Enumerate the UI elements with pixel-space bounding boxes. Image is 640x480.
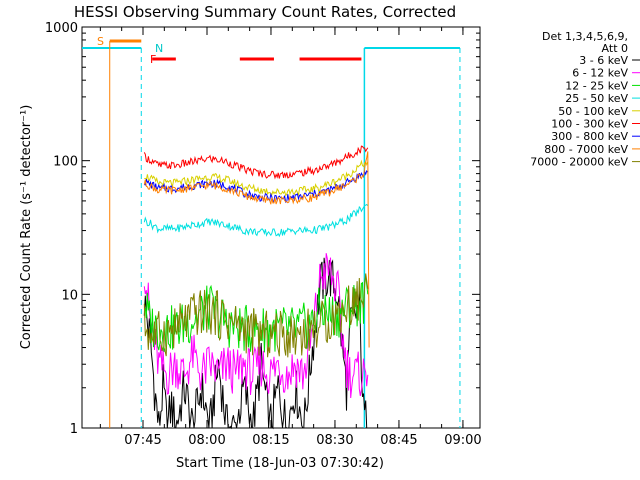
series-line-50-100-kev bbox=[144, 159, 369, 197]
series-line-800-7000-kev bbox=[143, 151, 370, 348]
x-tick-label: 07:45 bbox=[124, 433, 161, 448]
legend-entry-label: 50 - 100 keV bbox=[558, 105, 628, 118]
legend-entry-label: 7000 - 20000 keV bbox=[530, 156, 628, 169]
legend-entry-label: 3 - 6 keV bbox=[579, 54, 628, 67]
series-line-25-50-kev bbox=[143, 203, 369, 238]
plot-frame bbox=[81, 26, 481, 429]
series-line-300-800-kev bbox=[144, 169, 369, 204]
y-tick-label: 10 bbox=[61, 288, 78, 303]
series-line-3-6-kev bbox=[143, 257, 368, 430]
night-label: N bbox=[155, 42, 163, 55]
saa-label: S bbox=[97, 35, 104, 48]
series-line-6-12-kev bbox=[143, 253, 369, 399]
y-axis-label: Corrected Count Rate (s⁻¹ detector⁻¹) bbox=[19, 105, 34, 350]
x-tick-label: 08:45 bbox=[380, 433, 417, 448]
legend-header-line2: Att 0 bbox=[602, 42, 628, 55]
legend-entry-label: 25 - 50 keV bbox=[565, 92, 628, 105]
legend-entry-label: 800 - 7000 keV bbox=[544, 143, 628, 156]
x-tick-label: 08:30 bbox=[316, 433, 353, 448]
series-line-7000-20000-kev bbox=[143, 273, 369, 358]
legend-entry-label: 300 - 800 keV bbox=[551, 130, 628, 143]
flare-label: F bbox=[150, 53, 156, 66]
y-ticks: 1 10 100 1000 bbox=[45, 21, 480, 437]
chart-title: HESSI Observing Summary Count Rates, Cor… bbox=[74, 3, 456, 21]
x-tick-label: 08:15 bbox=[252, 433, 289, 448]
legend-entry-label: 12 - 25 keV bbox=[565, 79, 628, 92]
y-tick-label: 1000 bbox=[45, 21, 78, 36]
x-axis-label: Start Time (18-Jun-03 07:30:42) bbox=[176, 456, 384, 471]
y-tick-label: 100 bbox=[53, 155, 78, 170]
x-ticks: 07:45 08:00 08:15 08:30 08:45 09:00 bbox=[99, 27, 482, 448]
x-tick-label: 08:00 bbox=[188, 433, 225, 448]
legend-entry-label: 100 - 300 keV bbox=[551, 118, 628, 131]
x-tick-label: 09:00 bbox=[444, 433, 481, 448]
series-line-100-300-kev bbox=[143, 145, 369, 180]
legend-header-line1: Det 1,3,4,5,6,9, bbox=[542, 30, 628, 43]
series-lines bbox=[143, 145, 370, 430]
legend-entry-label: 6 - 12 keV bbox=[572, 67, 628, 80]
y-tick-label: 1 bbox=[70, 422, 78, 437]
